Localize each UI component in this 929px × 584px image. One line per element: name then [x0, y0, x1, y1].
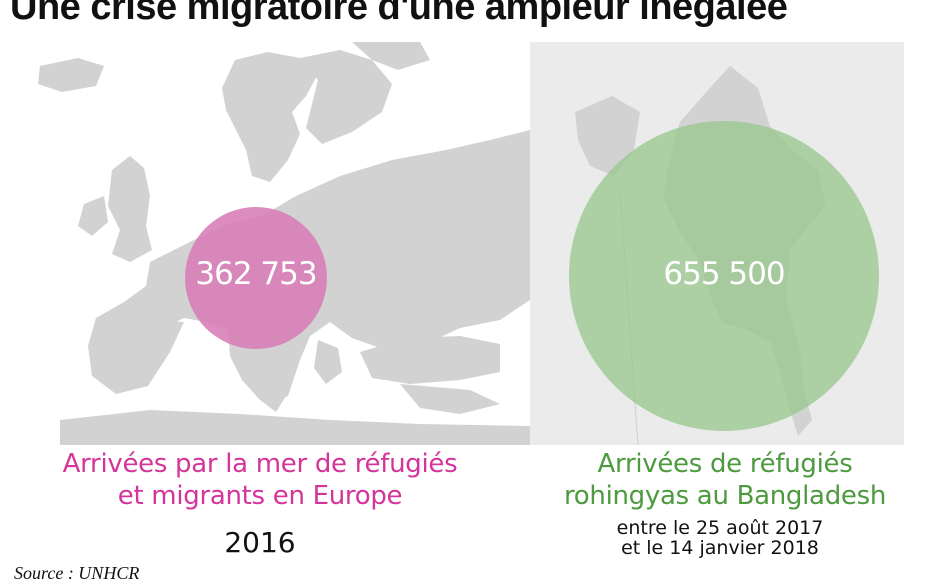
bubble-bangladesh: [569, 121, 879, 431]
bangladesh-period-line1: entre le 25 août 2017: [616, 517, 824, 539]
chart-title: Une crise migratoire d'une ampleur inéga…: [10, 0, 788, 28]
source-note: Source : UNHCR: [14, 563, 140, 583]
bubble-europe: [185, 207, 327, 349]
europe-caption: Arrivées par la mer de réfugiés et migra…: [10, 448, 510, 512]
europe-caption-line2: et migrants en Europe: [117, 481, 403, 511]
bangladesh-caption: Arrivées de réfugiés rohingyas au Bangla…: [530, 448, 920, 512]
europe-caption-line1: Arrivées par la mer de réfugiés: [62, 449, 458, 479]
europe-period: 2016: [224, 526, 296, 559]
bangladesh-period-line2: et le 14 janvier 2018: [621, 537, 819, 559]
bangladesh-period: entre le 25 août 2017 et le 14 janvier 2…: [570, 518, 870, 558]
bubble-europe-value: 362 753: [195, 256, 317, 292]
bubble-bangladesh-value: 655 500: [663, 256, 785, 292]
bangladesh-caption-line1: Arrivées de réfugiés: [597, 449, 853, 479]
bangladesh-caption-line2: rohingyas au Bangladesh: [563, 481, 887, 511]
